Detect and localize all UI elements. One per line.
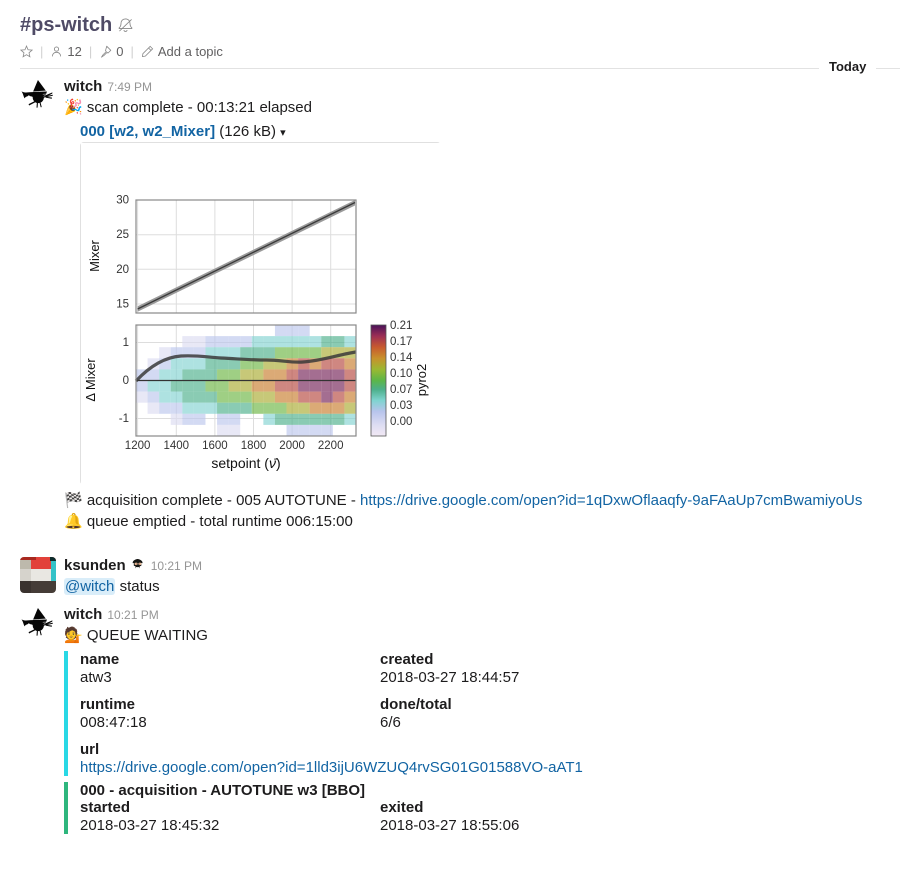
svg-text:30: 30 — [116, 195, 129, 207]
svg-text:0.00: 0.00 — [390, 416, 412, 428]
svg-text:1: 1 — [123, 337, 129, 349]
svg-text:setpoint (ν̄): setpoint (ν̄) — [211, 455, 280, 471]
svg-text:2000: 2000 — [279, 440, 305, 452]
svg-text:Δ Mixer: Δ Mixer — [83, 358, 98, 402]
svg-text:0: 0 — [123, 375, 129, 387]
svg-text:-1: -1 — [119, 413, 129, 425]
svg-text:0.14: 0.14 — [390, 352, 413, 364]
svg-text:0.07: 0.07 — [390, 384, 412, 396]
svg-text:0.17: 0.17 — [390, 336, 412, 348]
svg-text:0.10: 0.10 — [390, 368, 412, 380]
svg-text:0.21: 0.21 — [390, 320, 412, 332]
svg-text:0.03: 0.03 — [390, 400, 412, 412]
svg-text:25: 25 — [116, 229, 129, 241]
svg-text:Mixer: Mixer — [87, 239, 102, 271]
svg-text:1200: 1200 — [125, 440, 151, 452]
svg-text:pyro2: pyro2 — [414, 364, 429, 397]
svg-text:20: 20 — [116, 264, 129, 276]
svg-text:1600: 1600 — [202, 440, 228, 452]
svg-text:2200: 2200 — [318, 440, 344, 452]
svg-text:15: 15 — [116, 299, 129, 311]
svg-text:1800: 1800 — [241, 440, 267, 452]
svg-text:1400: 1400 — [164, 440, 190, 452]
